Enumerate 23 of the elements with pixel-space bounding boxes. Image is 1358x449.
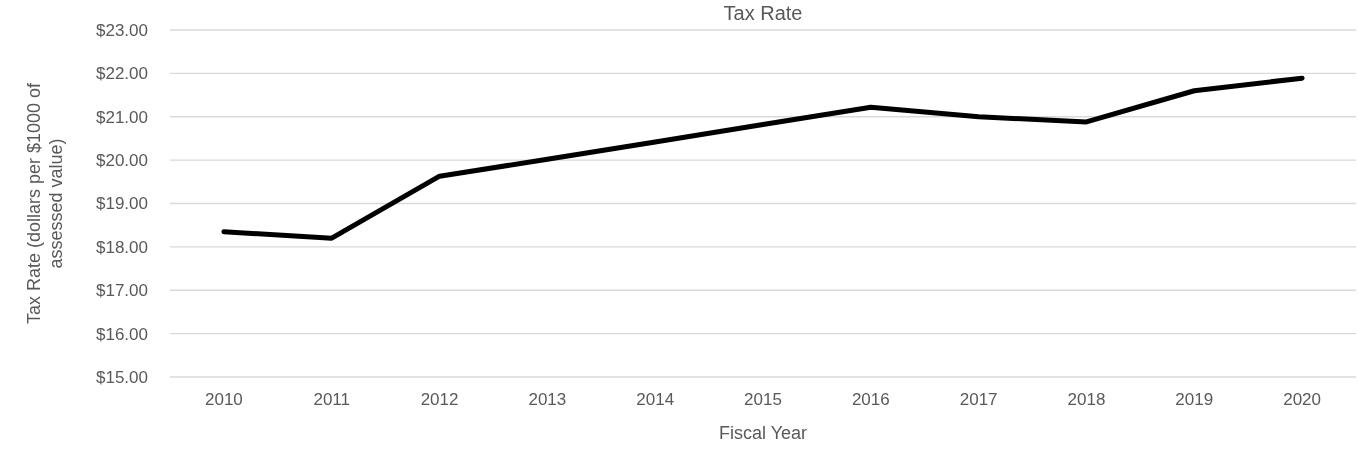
x-tick-label: 2013	[528, 390, 567, 410]
x-tick-label: 2017	[959, 390, 998, 410]
x-tick-label: 2019	[1175, 390, 1214, 410]
y-tick-label: $21.00	[96, 107, 148, 127]
chart-title: Tax Rate	[723, 2, 803, 24]
y-tick-label: $16.00	[96, 324, 148, 344]
y-tick-label: $23.00	[96, 20, 148, 40]
y-axis-title: Tax Rate (dollars per $1000 of assessed value)	[24, 81, 66, 325]
y-tick-label: $17.00	[96, 281, 148, 301]
y-tick-label: $15.00	[96, 367, 148, 387]
y-tick-label: $19.00	[96, 194, 148, 214]
x-tick-label: 2010	[205, 390, 243, 410]
y-tick-label: $22.00	[96, 64, 148, 84]
x-axis-title: Fiscal Year	[718, 423, 808, 443]
x-tick-label: 2018	[1067, 390, 1106, 410]
x-tick-label: 2015	[744, 390, 782, 410]
x-tick-label: 2016	[851, 390, 890, 410]
x-tick-label: 2020	[1283, 390, 1322, 410]
y-tick-label: $18.00	[96, 237, 148, 257]
x-tick-label: 2011	[313, 390, 351, 410]
x-tick-label: 2012	[420, 390, 459, 410]
y-tick-label: $20.00	[96, 151, 148, 171]
x-tick-label: 2014	[636, 390, 675, 410]
